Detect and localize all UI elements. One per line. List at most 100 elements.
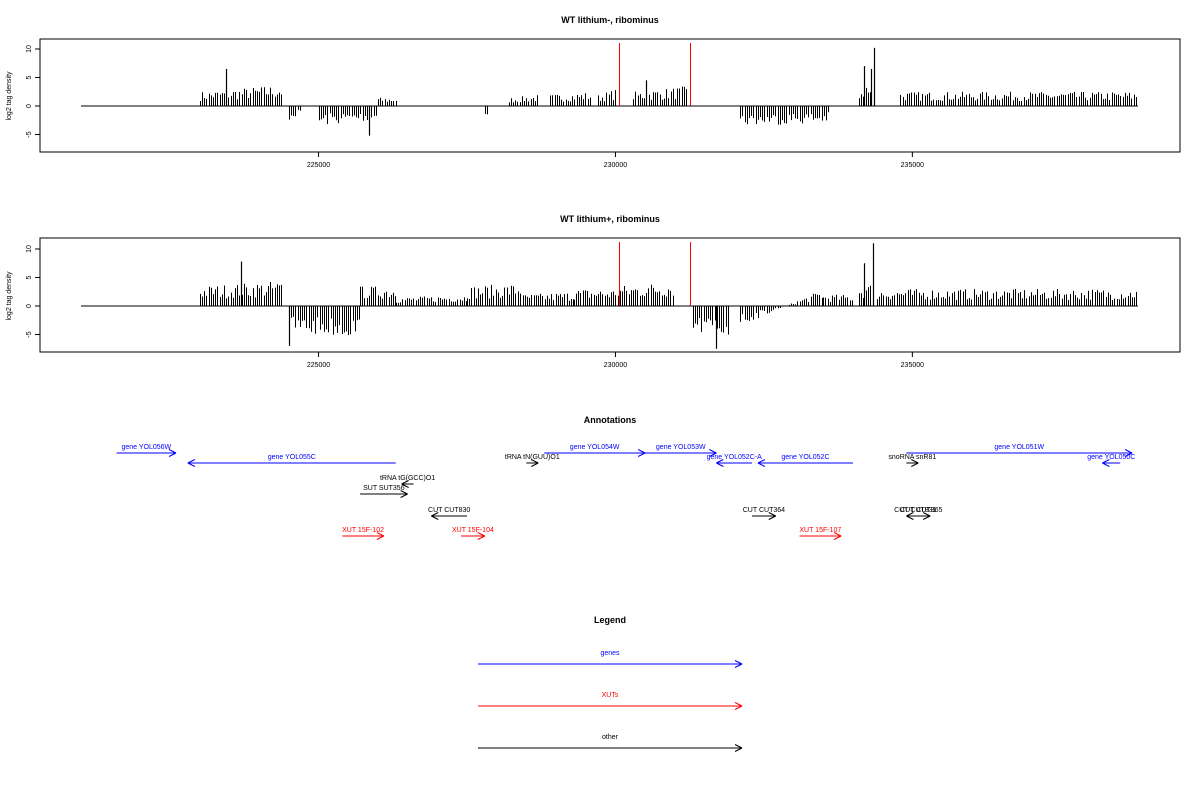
feature-label: gene YOL051W (994, 444, 1044, 451)
y-tick-label: 0 (26, 104, 33, 108)
legend-label: genes (600, 650, 620, 657)
annotations-title: Annotations (584, 415, 637, 425)
legend-item: XUTs (478, 692, 743, 710)
legend-item: other (478, 734, 743, 752)
feature-group: gene YOL056W gene YOL055C gene YOL054W gene… (116, 444, 1135, 540)
legend: Legend genes XUTs other (478, 615, 743, 752)
feature-label: SUT SUT356 (363, 485, 405, 492)
arrow-head (401, 483, 409, 488)
feature-label: CUT CUT364 (743, 507, 785, 514)
annotation-feature: gene YOL053W (645, 444, 717, 457)
bar-group (81, 243, 1138, 349)
track-panel-lithium-minus: WT lithium-, ribominus log2 tag density … (6, 15, 1181, 169)
arrow-head (400, 490, 408, 495)
y-axis: -5 0 5 10 (26, 245, 40, 338)
annotation-feature: XUT 15F-107 (799, 527, 841, 540)
annotation-feature: tRNA tG(GCC)O1 (380, 475, 435, 488)
feature-label: CUT CUT365 (900, 507, 942, 514)
arrow-head (716, 462, 724, 467)
y-tick-label: 0 (26, 304, 33, 308)
arrow-head (734, 702, 743, 707)
arrow-head (906, 515, 914, 520)
arrow-head (376, 532, 385, 537)
annotation-feature: gene YOL052C (757, 454, 853, 467)
arrow-head (187, 459, 196, 464)
arrow-head (709, 452, 717, 457)
annotation-feature: gene YOL056W (116, 444, 177, 457)
arrow-head (531, 459, 539, 464)
y-axis-label: log2 tag density (6, 71, 13, 121)
feature-label: gene YOL056W (121, 444, 171, 451)
y-tick-label: -5 (26, 331, 33, 337)
x-tick-label: 230000 (604, 362, 627, 369)
annotation-feature: gene YOL050C (1087, 454, 1135, 467)
arrow-head (911, 459, 919, 464)
arrow-head (716, 459, 724, 464)
feature-label: XUT 15F-102 (342, 527, 384, 534)
arrow-head (1124, 449, 1133, 454)
arrow-head (431, 512, 439, 517)
arrow-head (187, 462, 196, 467)
arrow-head (757, 459, 766, 464)
plot-frame (39, 38, 1181, 153)
panel-title: WT lithium+, ribominus (560, 214, 660, 224)
arrow-head (906, 512, 914, 517)
annotation-feature: CUT CUT830 (428, 507, 470, 520)
annotation-feature: gene YOL054W (544, 444, 646, 457)
x-tick-label: 225000 (307, 162, 330, 169)
track-panel-lithium-plus: WT lithium+, ribominus log2 tag density … (6, 214, 1181, 369)
arrow-head (768, 512, 776, 517)
feature-label: gene YOL050C (1087, 454, 1135, 461)
arrow-head (1124, 452, 1133, 457)
marker-lines (619, 43, 691, 106)
y-tick-label: 5 (26, 275, 33, 279)
arrow-head (431, 515, 439, 520)
arrow-head (768, 515, 776, 520)
feature-label: tRNA tN(GUU)O1 (505, 454, 560, 461)
x-tick-label: 235000 (901, 362, 924, 369)
arrow-head (376, 535, 385, 540)
bar-group (81, 47, 1138, 136)
arrow-head (168, 449, 177, 454)
legend-item: genes (478, 650, 743, 668)
arrow-head (757, 462, 766, 467)
feature-label: gene YOL054W (570, 444, 620, 451)
x-tick-label: 225000 (307, 362, 330, 369)
y-tick-label: 5 (26, 75, 33, 79)
arrow-head (400, 493, 408, 498)
plot-frame (39, 237, 1181, 353)
y-tick-label: -5 (26, 131, 33, 137)
feature-label: CUT CUT830 (428, 507, 470, 514)
annotation-feature: CUT CUT364 (743, 507, 785, 520)
arrow-head (1102, 459, 1110, 464)
annotation-feature: XUT 15F-104 (452, 527, 494, 540)
annotation-feature: snoRNA snR81 (888, 454, 936, 467)
legend-items: genes XUTs other (478, 650, 743, 752)
y-axis: -5 0 5 10 (26, 45, 40, 138)
feature-label: CUT CUT831 (894, 507, 936, 514)
x-axis: 225000 230000 235000 (307, 152, 924, 169)
feature-label: gene YOL055C (268, 454, 316, 461)
annotation-feature: gene YOL052C-A (707, 454, 762, 467)
feature-label: gene YOL053W (656, 444, 706, 451)
annotation-feature: CUT CUT831 (894, 507, 937, 520)
arrow-head (168, 452, 177, 457)
arrow-head (531, 462, 539, 467)
legend-title: Legend (594, 615, 626, 625)
arrow-head (734, 747, 743, 752)
arrow-head (734, 705, 743, 710)
arrow-head (637, 452, 646, 457)
y-axis-label: log2 tag density (6, 271, 13, 321)
annotation-feature: XUT 15F-102 (342, 527, 384, 540)
arrow-head (1102, 462, 1110, 467)
arrow-head (401, 480, 409, 485)
arrow-head (637, 449, 646, 454)
arrow-head (833, 535, 842, 540)
feature-label: XUT 15F-107 (799, 527, 841, 534)
arrow-head (922, 512, 931, 517)
x-axis: 225000 230000 235000 (307, 352, 924, 369)
arrow-head (734, 660, 743, 665)
annotation-feature: SUT SUT356 (360, 485, 408, 498)
